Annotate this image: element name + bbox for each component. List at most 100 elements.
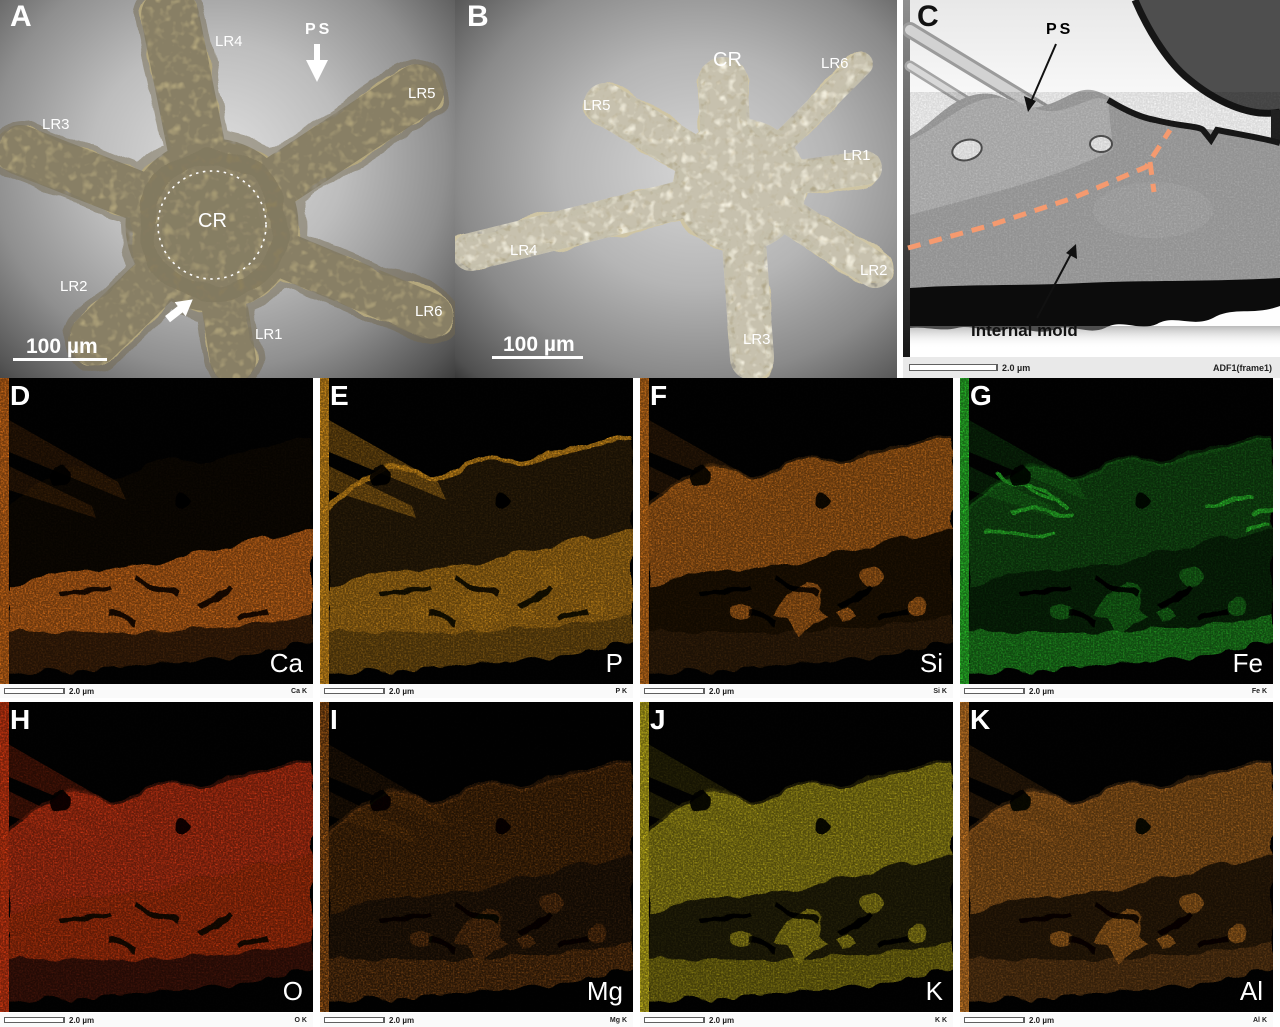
scale-label: 2.0 µm: [1029, 1015, 1055, 1025]
eds-map-image: I Mg: [320, 702, 633, 1012]
stem-image-area: C PS Internal mold: [903, 0, 1280, 357]
boundary-dashed-line: [907, 128, 1173, 251]
map-panel-mg: I Mg 2.0 µm Mg K: [320, 702, 633, 1027]
map-panel-al: K Al 2.0 µm Al K: [960, 702, 1273, 1027]
scale-bar: [964, 1017, 1025, 1023]
panel-letter: I: [330, 704, 338, 735]
eds-map-image: K Al: [960, 702, 1273, 1012]
element-label: Fe: [1232, 648, 1263, 678]
ray-label-lr3: LR3: [42, 116, 70, 133]
eds-map-image: D Ca: [0, 378, 313, 684]
internal-mold-arrow: [1036, 244, 1077, 319]
panel-letter: H: [10, 704, 31, 735]
xray-line-label: Ca K: [291, 687, 307, 695]
scale-label: 2.0 µm: [709, 1015, 735, 1025]
map-panel-k: J K 2.0 µm K K: [640, 702, 953, 1027]
fossil-b-graphic: [455, 0, 897, 378]
map-panel-si: F Si 2.0 µm Si K: [640, 378, 953, 698]
xray-line-label: K K: [934, 1016, 947, 1024]
element-label: Si: [919, 648, 943, 678]
panel-letter: K: [970, 704, 991, 735]
ray-label-lr2: LR2: [60, 278, 88, 295]
element-label: Ca: [269, 648, 303, 678]
element-label: Mg: [586, 976, 623, 1006]
scale-label: 2.0 µm: [389, 1015, 415, 1025]
element-label: K: [925, 976, 943, 1006]
internal-mold-label: Internal mold: [971, 321, 1078, 340]
panel-letter: A: [10, 0, 32, 33]
scale-bar: [4, 688, 65, 694]
panel-c-caption-strip: 2.0 µm ADF1(frame1): [903, 357, 1280, 378]
caption-strip: 2.0 µm K K: [640, 1013, 953, 1027]
ray-label-lr4: LR4: [215, 33, 243, 50]
ps-arrow-down: [306, 44, 328, 82]
scale-label: 100 µm: [503, 333, 575, 356]
scale-label: 2.0 µm: [389, 686, 415, 696]
xray-line-label: P K: [615, 687, 627, 695]
fossil-a-graphic: [0, 0, 455, 378]
ray-label-lr1: LR1: [255, 326, 283, 343]
eds-map-image: G Fe: [960, 378, 1273, 684]
map-panel-o: H O 2.0 µm O K: [0, 702, 313, 1027]
ray-label-lr6: LR6: [821, 55, 849, 72]
detector-label: ADF1(frame1): [1212, 362, 1272, 373]
cr-dotted-circle: [157, 170, 267, 280]
scale-bar: [324, 688, 385, 694]
element-label: Al: [1239, 976, 1263, 1006]
xray-line-label: Mg K: [609, 1016, 627, 1024]
scale-label: 2.0 µm: [69, 686, 95, 696]
ray-label-lr2: LR2: [860, 262, 888, 279]
eds-map-image: J K: [640, 702, 953, 1012]
caption-strip: 2.0 µm Fe K: [960, 684, 1273, 698]
caption-strip: 2.0 µm Mg K: [320, 1013, 633, 1027]
panel-a-sem-image: A LR4 PS LR5 LR3 CR LR2 LR1 LR6 100 µm: [0, 0, 455, 378]
scale-bar: [909, 364, 998, 371]
map-panel-p: E P 2.0 µm P K: [320, 378, 633, 698]
panel-b-sem-image: B CR LR6 LR5 LR1 LR4 LR2 LR3 100 µm: [455, 0, 897, 378]
map-panel-ca: D Ca 2.0 µm Ca K: [0, 378, 313, 698]
ray-label-lr5: LR5: [408, 85, 436, 102]
panel-letter: J: [650, 704, 666, 735]
ray-label-lr1: LR1: [843, 147, 871, 164]
eds-map-image: E P: [320, 378, 633, 684]
xray-line-label: O K: [294, 1016, 307, 1024]
eds-map-image: H O: [0, 702, 313, 1012]
scale-bar: [492, 356, 583, 359]
map-panel-fe: G Fe 2.0 µm Fe K: [960, 378, 1273, 698]
scale-bar: [324, 1017, 385, 1023]
panel-letter: E: [330, 380, 349, 411]
stem-graphic: [903, 0, 1280, 357]
scale-bar: [13, 358, 107, 361]
pore-arrow: [165, 299, 193, 323]
scale-label: 2.0 µm: [1029, 686, 1055, 696]
caption-strip: 2.0 µm Si K: [640, 684, 953, 698]
scale-bar: [964, 688, 1025, 694]
ps-arrow: [1024, 43, 1057, 112]
panel-letter: D: [10, 380, 31, 411]
scale-bar: [644, 688, 705, 694]
ps-label: PS: [305, 21, 333, 38]
xray-line-label: Si K: [933, 687, 947, 695]
scale-label: 2.0 µm: [69, 1015, 95, 1025]
ray-label-lr6: LR6: [415, 303, 443, 320]
scale-label: 2.0 µm: [1002, 362, 1031, 373]
element-label: O: [282, 976, 303, 1006]
scale-label: 2.0 µm: [709, 686, 735, 696]
ray-label-lr5: LR5: [583, 97, 611, 114]
xray-line-label: Fe K: [1251, 687, 1267, 695]
cr-label: CR: [198, 210, 227, 232]
ray-label-lr3: LR3: [743, 331, 771, 348]
scale-bar: [4, 1017, 65, 1023]
panel-letter: B: [467, 0, 489, 33]
panel-letter: F: [650, 380, 668, 411]
scale-label: 100 µm: [26, 335, 98, 358]
panel-c-stem-image: C PS Internal mold 2.0 µm ADF1(frame1): [903, 0, 1280, 378]
xray-line-label: Al K: [1253, 1016, 1267, 1024]
cr-label: CR: [713, 49, 742, 71]
ray-label-lr4: LR4: [510, 242, 538, 259]
caption-strip: 2.0 µm P K: [320, 684, 633, 698]
element-label: P: [605, 648, 623, 678]
panel-letter: G: [970, 380, 992, 411]
caption-strip: 2.0 µm Al K: [960, 1013, 1273, 1027]
